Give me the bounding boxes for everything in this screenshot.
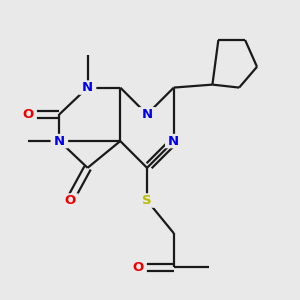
FancyBboxPatch shape (138, 193, 156, 208)
Text: O: O (64, 194, 75, 207)
Text: N: N (142, 108, 153, 121)
FancyBboxPatch shape (79, 80, 96, 95)
Text: N: N (168, 135, 179, 148)
Text: S: S (142, 194, 152, 207)
FancyBboxPatch shape (165, 134, 182, 148)
FancyBboxPatch shape (129, 260, 147, 275)
FancyBboxPatch shape (51, 134, 68, 148)
Text: O: O (22, 108, 34, 121)
Text: N: N (82, 81, 93, 94)
Text: O: O (133, 261, 144, 274)
FancyBboxPatch shape (138, 107, 156, 122)
FancyBboxPatch shape (61, 193, 79, 208)
Text: N: N (54, 135, 65, 148)
FancyBboxPatch shape (20, 107, 37, 122)
